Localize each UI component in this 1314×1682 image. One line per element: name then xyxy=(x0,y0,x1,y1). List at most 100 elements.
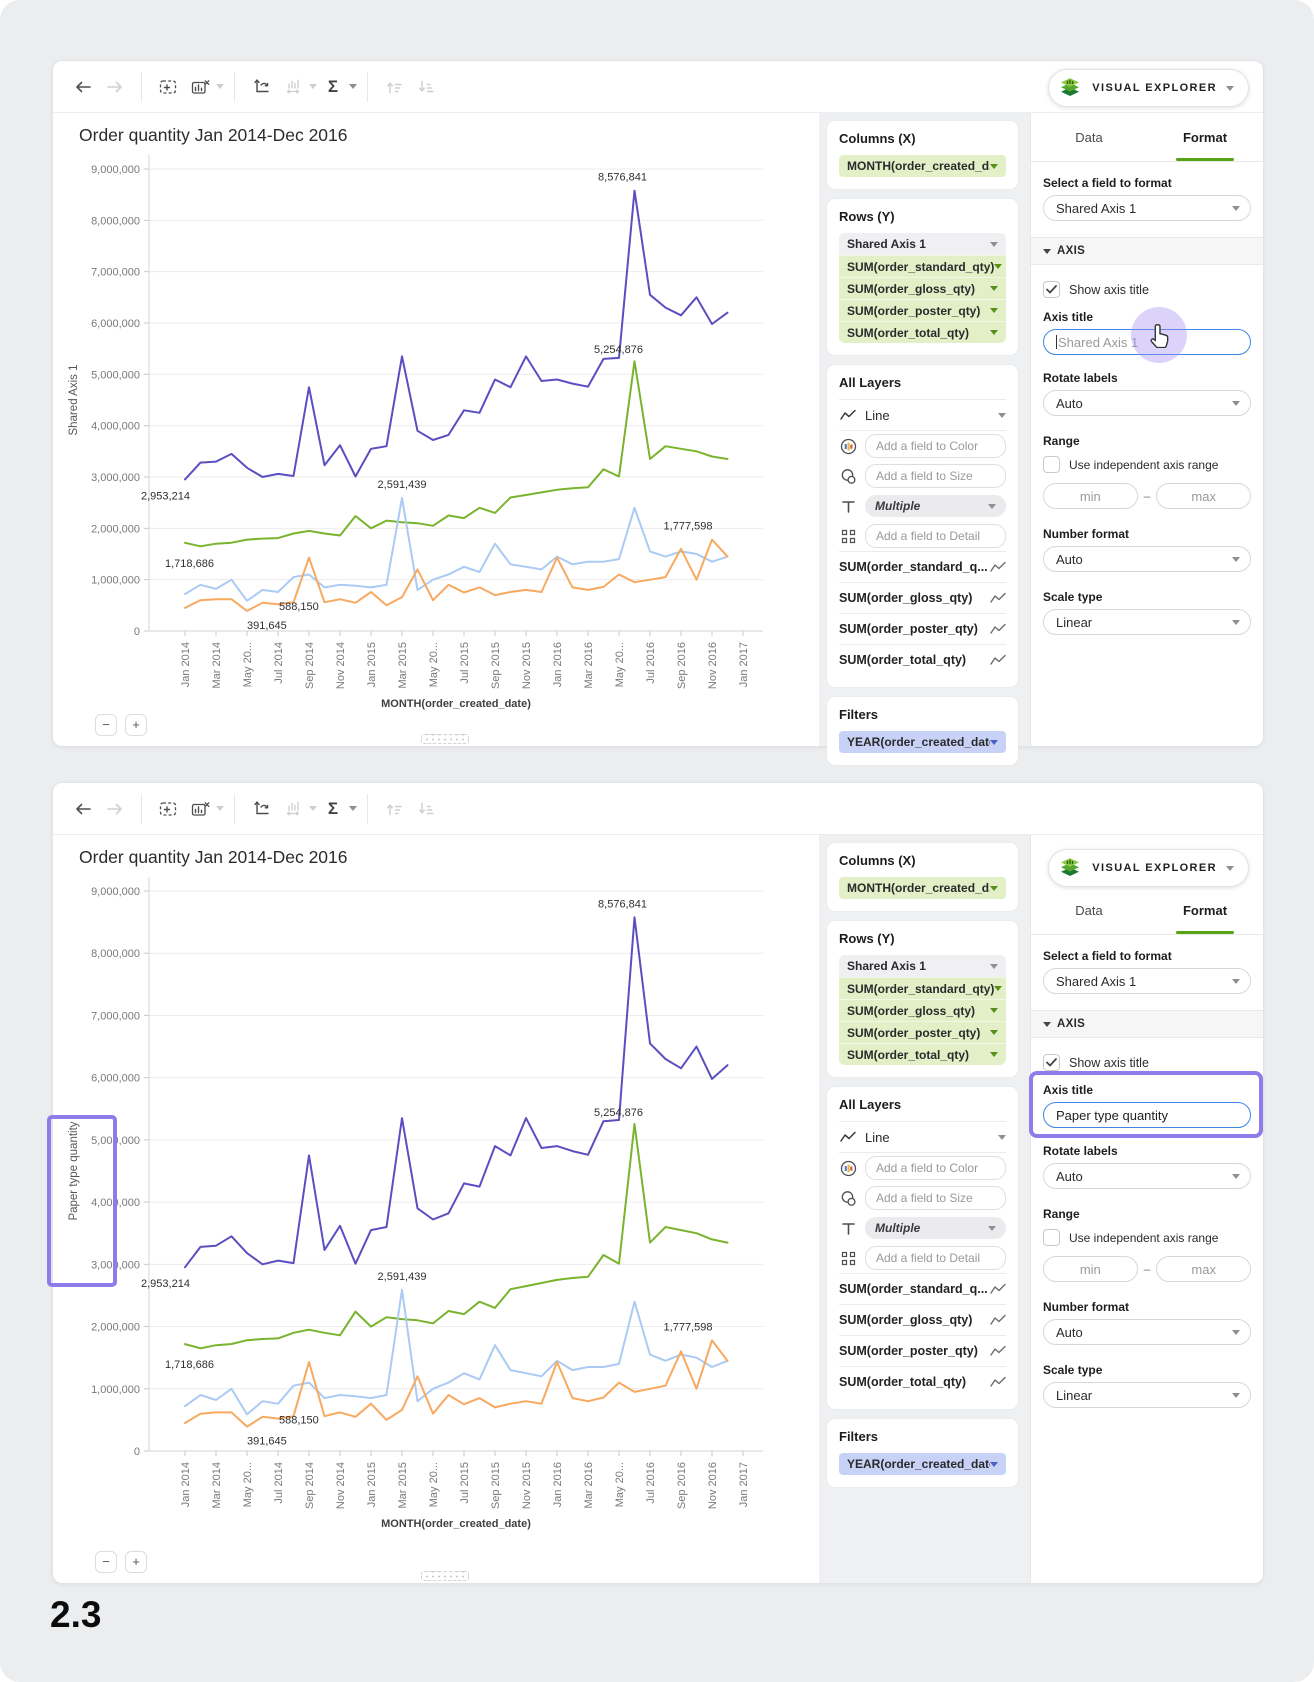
layer-measure-row[interactable]: SUM(order_poster_qty) xyxy=(839,613,1006,644)
axis-title-input[interactable]: Paper type quantity xyxy=(1043,1102,1251,1128)
layer-measure-row[interactable]: SUM(order_standard_q... xyxy=(839,1273,1006,1304)
layer-measure-row[interactable]: SUM(order_gloss_qty) xyxy=(839,582,1006,613)
chevron-down-icon[interactable] xyxy=(349,84,357,89)
color-field-drop[interactable]: Add a field to Color xyxy=(865,1156,1006,1180)
zoom-in-button[interactable]: + xyxy=(125,714,147,736)
aggregate-sigma-icon[interactable]: Σ xyxy=(317,71,349,103)
field-to-format-select[interactable]: Shared Axis 1 xyxy=(1043,968,1251,994)
number-format-select[interactable]: Auto xyxy=(1043,546,1251,572)
mark-type-label: Line xyxy=(865,1129,890,1145)
visual-explorer-menu[interactable]: VISUAL EXPLORER xyxy=(1048,849,1249,887)
columns-shelf-title: Columns (X) xyxy=(839,131,916,146)
row-measure-pill[interactable]: SUM(order_standard_qty) xyxy=(839,255,1006,277)
layer-measure-row[interactable]: SUM(order_total_qty) xyxy=(839,1366,1006,1397)
scale-type-select[interactable]: Linear xyxy=(1043,1382,1251,1408)
layer-measure-row[interactable]: SUM(order_standard_q... xyxy=(839,551,1006,582)
sort-ascending-icon[interactable] xyxy=(378,793,410,825)
row-measure-pill[interactable]: SUM(order_gloss_qty) xyxy=(839,277,1006,299)
chevron-down-icon[interactable] xyxy=(309,806,317,811)
row-measure-pill[interactable]: SUM(order_poster_qty) xyxy=(839,1021,1006,1043)
bar-resize-icon[interactable] xyxy=(277,71,309,103)
rotate-labels-select[interactable]: Auto xyxy=(1043,1163,1251,1189)
filter-field-pill[interactable]: YEAR(order_created_date) xyxy=(839,1453,1006,1475)
zoom-out-button[interactable]: − xyxy=(95,714,117,736)
tab-format[interactable]: Format xyxy=(1147,113,1263,161)
bar-resize-icon[interactable] xyxy=(277,793,309,825)
filter-field-pill[interactable]: YEAR(order_created_date) xyxy=(839,731,1006,753)
forward-button[interactable] xyxy=(99,71,131,103)
swap-axes-icon[interactable] xyxy=(245,793,277,825)
svg-text:Mar 2014: Mar 2014 xyxy=(211,1462,223,1508)
row-measure-pill[interactable]: SUM(order_standard_qty) xyxy=(839,977,1006,999)
remove-visualization-icon[interactable] xyxy=(184,71,216,103)
svg-text:Mar 2014: Mar 2014 xyxy=(211,642,223,688)
scroll-handle[interactable] xyxy=(421,1571,469,1581)
chevron-down-icon[interactable] xyxy=(309,84,317,89)
range-max-input[interactable]: max xyxy=(1156,1256,1251,1282)
row-measure-pill[interactable]: SUM(order_poster_qty) xyxy=(839,299,1006,321)
svg-text:5,254,876: 5,254,876 xyxy=(594,344,643,356)
layer-measure-row[interactable]: SUM(order_total_qty) xyxy=(839,644,1006,675)
row-measure-pill[interactable]: SUM(order_gloss_qty) xyxy=(839,999,1006,1021)
all-layers-shelf: All Layers Line Add a field to Color Add… xyxy=(827,1087,1018,1409)
color-field-drop[interactable]: Add a field to Color xyxy=(865,434,1006,458)
range-min-input[interactable]: min xyxy=(1043,1256,1138,1282)
add-visualization-icon[interactable] xyxy=(152,71,184,103)
row-measure-pill[interactable]: SUM(order_total_qty) xyxy=(839,1043,1006,1065)
svg-text:Jul 2014: Jul 2014 xyxy=(273,1462,285,1504)
field-to-format-select[interactable]: Shared Axis 1 xyxy=(1043,195,1251,221)
tab-format[interactable]: Format xyxy=(1147,886,1263,934)
svg-text:Mar 2016: Mar 2016 xyxy=(583,642,595,688)
detail-field-drop[interactable]: Add a field to Detail xyxy=(865,524,1006,548)
layer-measure-row[interactable]: SUM(order_poster_qty) xyxy=(839,1335,1006,1366)
shared-axis-pill[interactable]: Shared Axis 1 xyxy=(839,955,1006,977)
axis-section-header[interactable]: AXIS xyxy=(1031,1010,1263,1038)
columns-field-label: MONTH(order_created_d... xyxy=(847,881,990,895)
columns-field-pill[interactable]: MONTH(order_created_d... xyxy=(839,155,1006,177)
layer-measure-row[interactable]: SUM(order_gloss_qty) xyxy=(839,1304,1006,1335)
add-visualization-icon[interactable] xyxy=(152,793,184,825)
forward-button[interactable] xyxy=(99,793,131,825)
swap-axes-icon[interactable] xyxy=(245,71,277,103)
remove-visualization-icon[interactable] xyxy=(184,793,216,825)
visual-explorer-menu[interactable]: VISUAL EXPLORER xyxy=(1048,69,1249,107)
shared-axis-label: Shared Axis 1 xyxy=(847,959,926,973)
sort-descending-icon[interactable] xyxy=(410,793,442,825)
sort-ascending-icon[interactable] xyxy=(378,71,410,103)
range-max-input[interactable]: max xyxy=(1156,483,1251,509)
range-min-input[interactable]: min xyxy=(1043,483,1138,509)
shared-axis-pill[interactable]: Shared Axis 1 xyxy=(839,233,1006,255)
rotate-labels-select[interactable]: Auto xyxy=(1043,390,1251,416)
chevron-down-icon[interactable] xyxy=(216,806,224,811)
row-measure-pill[interactable]: SUM(order_total_qty) xyxy=(839,321,1006,343)
number-format-select[interactable]: Auto xyxy=(1043,1319,1251,1345)
show-axis-title-checkbox[interactable]: Show axis title xyxy=(1043,281,1251,298)
sort-descending-icon[interactable] xyxy=(410,71,442,103)
size-icon xyxy=(839,468,857,485)
tab-data[interactable]: Data xyxy=(1075,129,1103,145)
mark-type-select[interactable]: Line xyxy=(839,1121,1006,1152)
show-axis-title-checkbox[interactable]: Show axis title xyxy=(1043,1054,1251,1071)
scale-type-select[interactable]: Linear xyxy=(1043,609,1251,635)
axis-section-header[interactable]: AXIS xyxy=(1031,237,1263,265)
tab-data[interactable]: Data xyxy=(1075,902,1103,918)
axis-title-input[interactable]: Shared Axis 1 xyxy=(1043,329,1251,355)
scroll-handle[interactable] xyxy=(421,734,469,744)
independent-range-checkbox[interactable]: Use independent axis range xyxy=(1043,456,1251,473)
chevron-down-icon[interactable] xyxy=(216,84,224,89)
chevron-down-icon[interactable] xyxy=(349,806,357,811)
size-field-drop[interactable]: Add a field to Size xyxy=(865,464,1006,488)
independent-range-checkbox[interactable]: Use independent axis range xyxy=(1043,1229,1251,1246)
text-field-pill[interactable]: Multiple xyxy=(865,1217,1006,1239)
back-button[interactable] xyxy=(67,793,99,825)
zoom-in-button[interactable]: + xyxy=(125,1551,147,1573)
range-inputs: min – max xyxy=(1043,1256,1251,1282)
detail-field-drop[interactable]: Add a field to Detail xyxy=(865,1246,1006,1270)
columns-field-pill[interactable]: MONTH(order_created_d... xyxy=(839,877,1006,899)
aggregate-sigma-icon[interactable]: Σ xyxy=(317,793,349,825)
zoom-out-button[interactable]: − xyxy=(95,1551,117,1573)
size-field-drop[interactable]: Add a field to Size xyxy=(865,1186,1006,1210)
back-button[interactable] xyxy=(67,71,99,103)
mark-type-select[interactable]: Line xyxy=(839,399,1006,430)
text-field-pill[interactable]: Multiple xyxy=(865,495,1006,517)
